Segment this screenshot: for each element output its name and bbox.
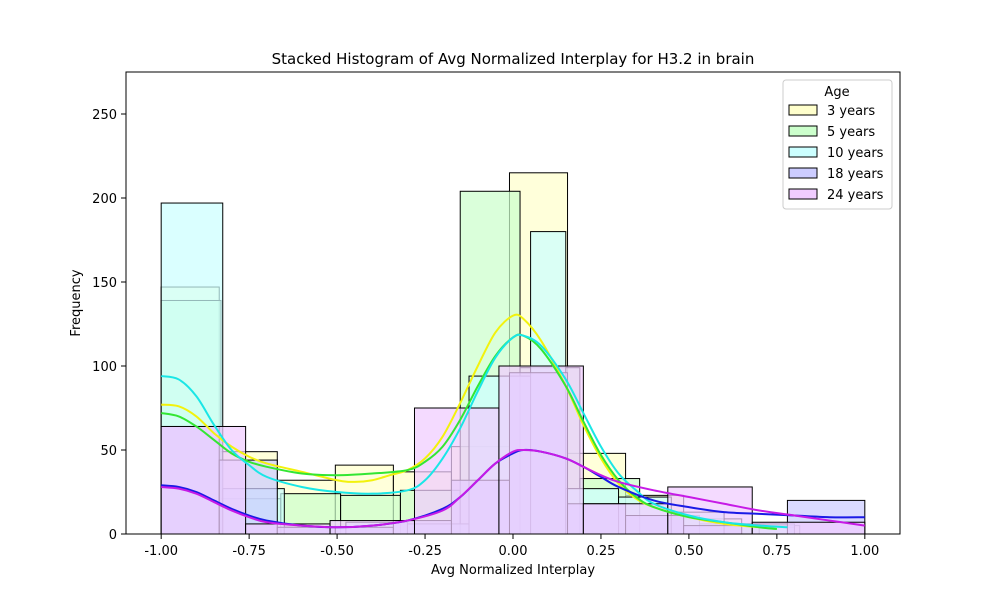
x-tick-label: -0.75 bbox=[232, 544, 266, 559]
kde-curve bbox=[161, 448, 865, 529]
legend-swatch bbox=[788, 167, 818, 179]
x-axis: -1.00 -0.75 -0.50 -0.25 0.00 0.25 0.50 0.75 1.00 bbox=[144, 534, 879, 559]
legend: Age 3 years 5 years 10 years 18 years 24 yea… bbox=[782, 79, 893, 210]
legend-swatch bbox=[788, 146, 818, 158]
y-axis: 0 50 100 150 200 250 bbox=[92, 108, 126, 543]
legend-label: 5 years bbox=[827, 125, 875, 140]
y-axis-label: Frequency bbox=[69, 269, 84, 336]
kde-curve bbox=[161, 313, 777, 530]
x-tick-label: -1.00 bbox=[144, 544, 178, 559]
legend-title: Age bbox=[824, 85, 849, 100]
legend-swatch bbox=[788, 125, 818, 137]
kde-curve bbox=[160, 333, 788, 529]
legend-label: 18 years bbox=[827, 167, 884, 182]
x-tick-label: 1.00 bbox=[850, 544, 879, 559]
legend-swatch bbox=[788, 104, 818, 116]
kde-curve bbox=[160, 333, 777, 530]
legend-label: 10 years bbox=[827, 146, 884, 161]
histogram-bar bbox=[160, 425, 247, 535]
x-tick-label: -0.25 bbox=[408, 544, 442, 559]
y-tick-label: 150 bbox=[92, 276, 117, 291]
x-tick-label: 0.50 bbox=[674, 544, 703, 559]
histogram-bar bbox=[413, 407, 500, 535]
legend-swatch bbox=[788, 188, 818, 200]
x-tick-label: 0.75 bbox=[762, 544, 791, 559]
chart-title: Stacked Histogram of Avg Normalized Inte… bbox=[272, 50, 755, 68]
y-tick-label: 100 bbox=[92, 360, 117, 375]
x-tick-label: 0.00 bbox=[499, 544, 528, 559]
y-tick-label: 50 bbox=[100, 444, 117, 459]
y-tick-label: 250 bbox=[92, 108, 117, 123]
legend-label: 3 years bbox=[827, 104, 875, 119]
kde-layer bbox=[160, 313, 865, 530]
legend-items: 3 years 5 years 10 years 18 years 24 years bbox=[788, 104, 884, 203]
x-tick-label: 0.25 bbox=[586, 544, 615, 559]
y-tick-label: 200 bbox=[92, 192, 117, 207]
y-tick-label: 0 bbox=[109, 528, 117, 543]
x-axis-label: Avg Normalized Interplay bbox=[431, 563, 595, 578]
x-tick-label: -0.50 bbox=[320, 544, 354, 559]
legend-label: 24 years bbox=[827, 188, 884, 203]
histogram-bar bbox=[498, 365, 584, 535]
